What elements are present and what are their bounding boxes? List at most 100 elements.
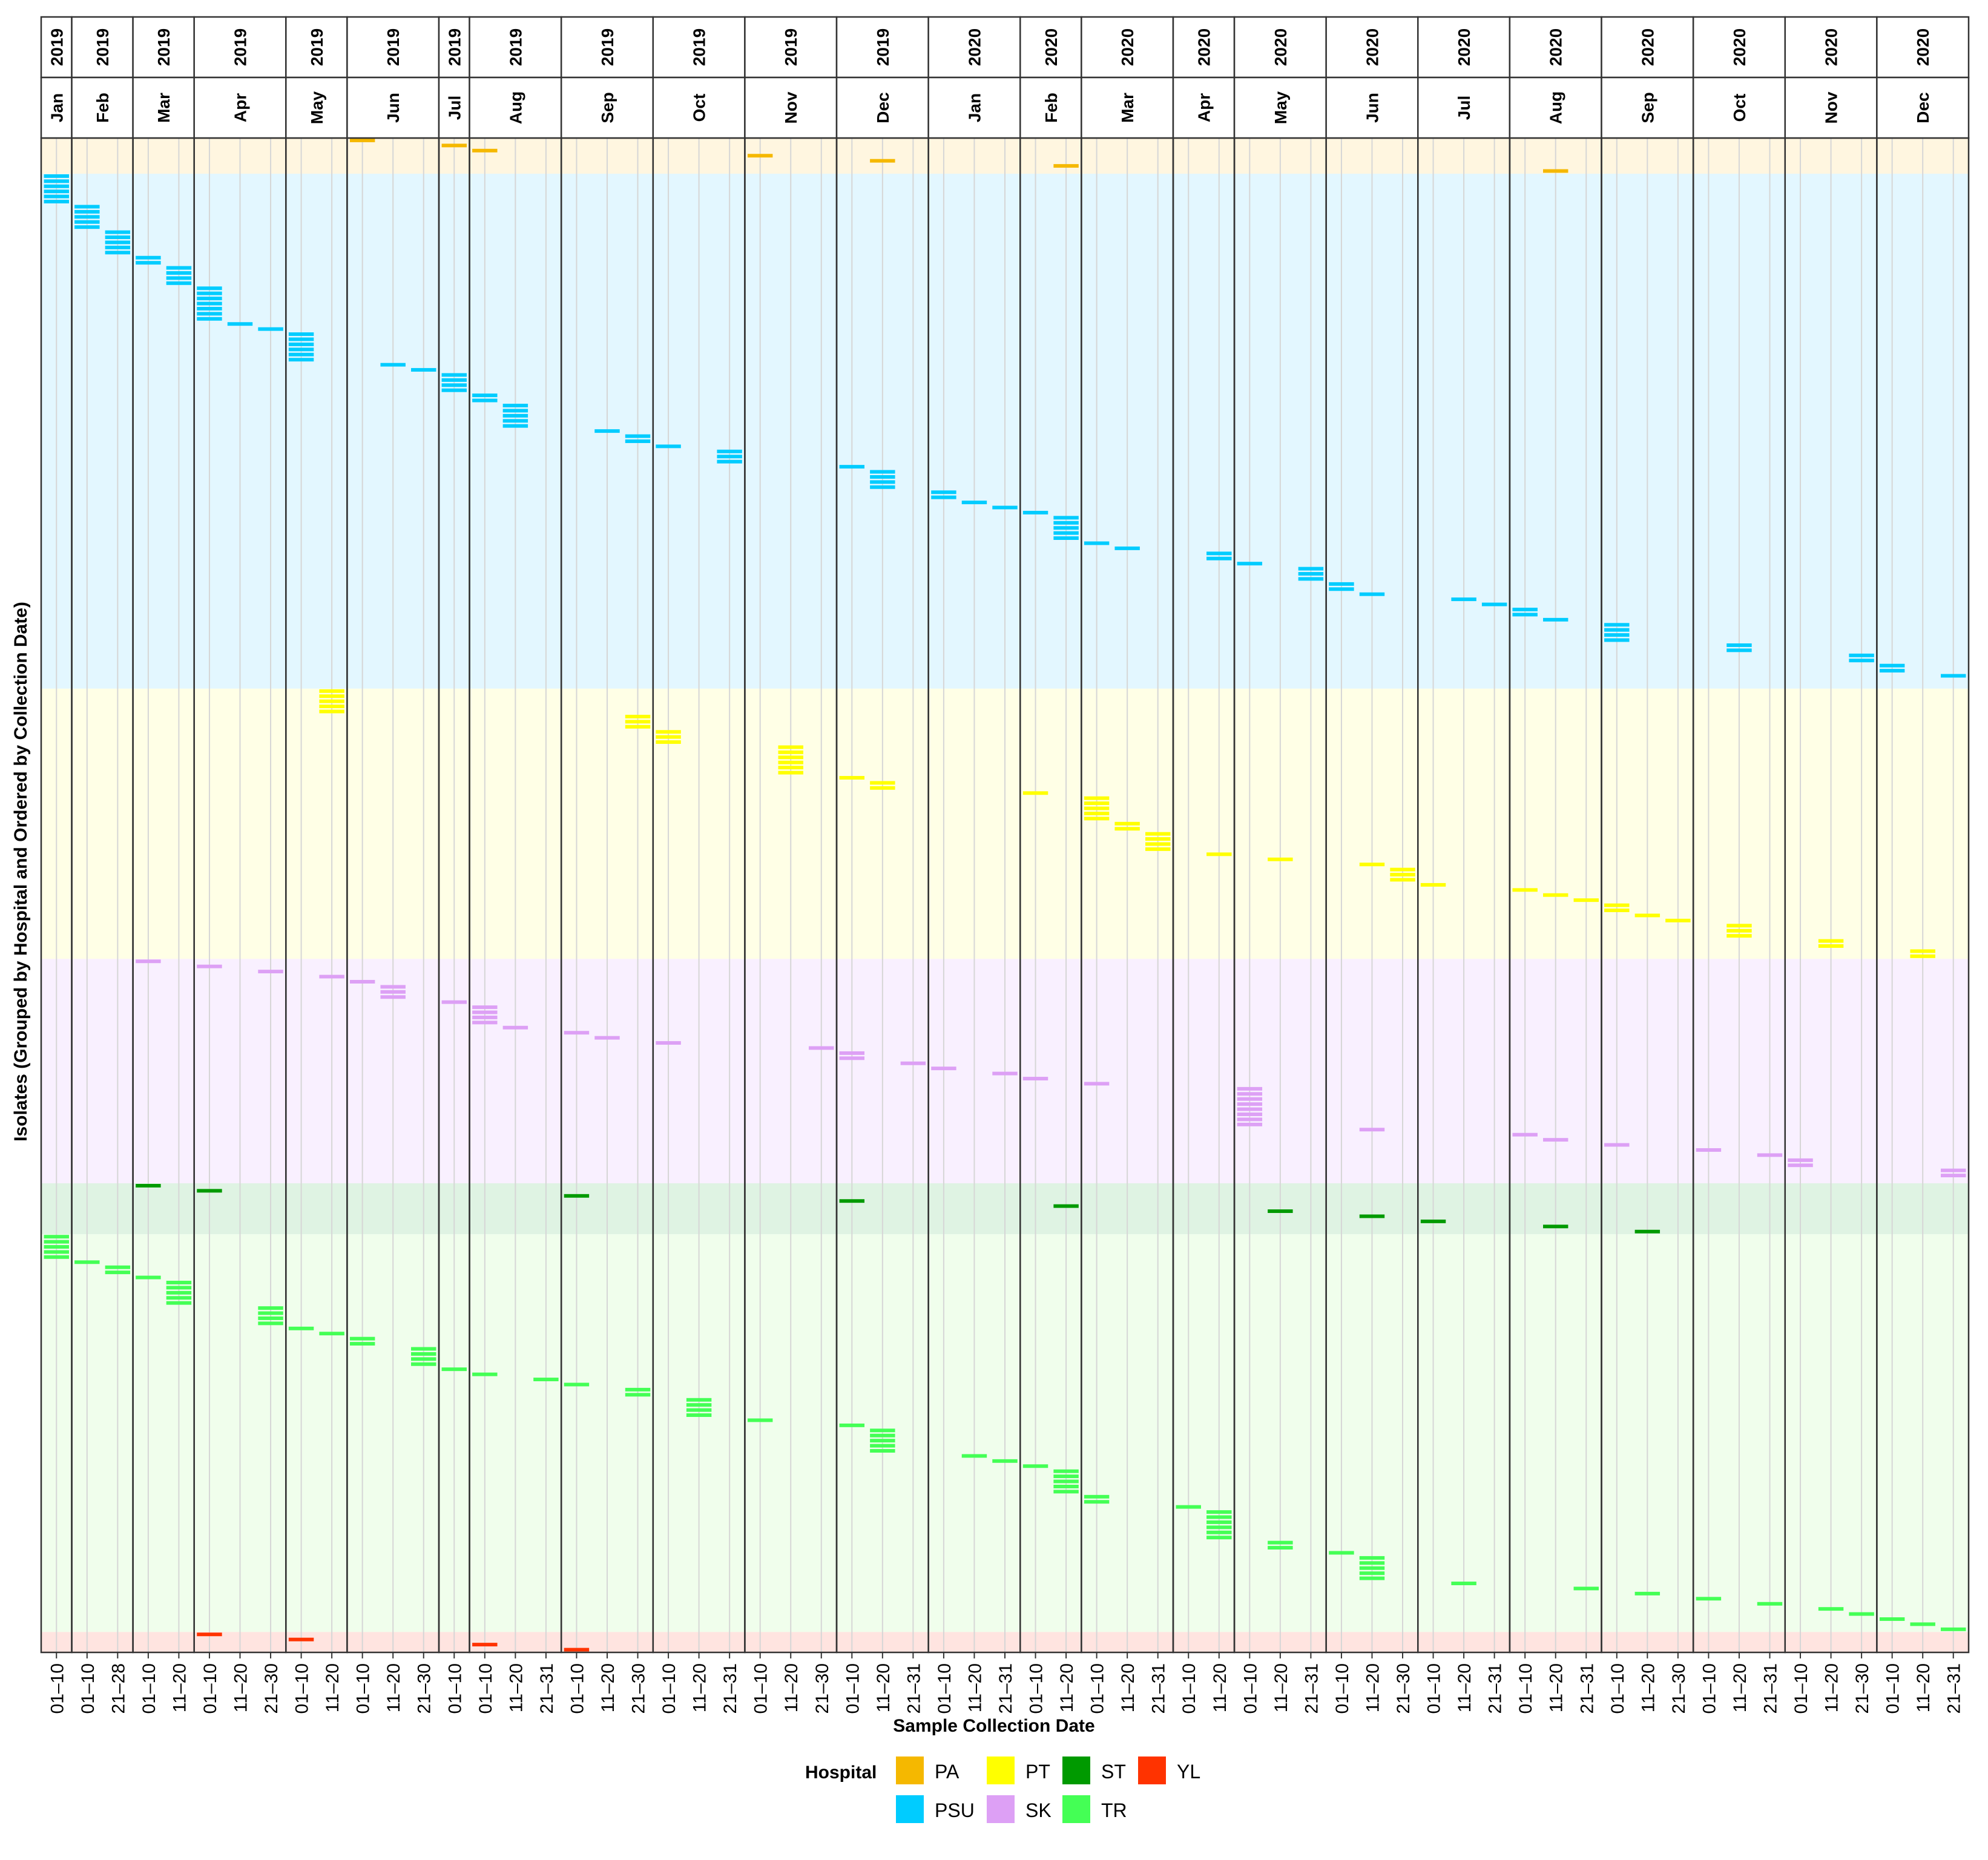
year-strip xyxy=(1019,16,1082,79)
year-label: 2019 xyxy=(506,28,525,66)
isolate-cell-psu xyxy=(441,378,467,382)
isolate-cell-sk xyxy=(380,990,406,994)
isolate-cell-tr xyxy=(411,1347,436,1351)
tick-label: 11–20 xyxy=(231,1663,251,1712)
year-label: 2020 xyxy=(1822,28,1841,66)
tick-label: 01–10 xyxy=(200,1663,220,1714)
isolate-cell-tr xyxy=(686,1408,712,1412)
tick-label: 21–30 xyxy=(1852,1663,1872,1714)
isolate-cell-tr xyxy=(625,1387,651,1392)
tick-label: 01–10 xyxy=(1608,1663,1628,1714)
tick-label: 21–30 xyxy=(1669,1663,1689,1714)
legend: Hospital PA PSU PT SK ST TR YL xyxy=(805,1756,1200,1823)
month-label: Apr xyxy=(1195,93,1214,122)
isolate-cell-pt xyxy=(778,755,803,760)
month-label: Feb xyxy=(1042,93,1061,123)
isolate-cell-psu xyxy=(44,194,69,199)
isolate-cell-sk xyxy=(1237,1112,1263,1116)
isolate-cell-psu xyxy=(288,358,314,362)
tick-label: 01–10 xyxy=(445,1663,465,1714)
isolate-cell-pt xyxy=(1145,847,1171,851)
isolate-cell-psu xyxy=(74,209,100,214)
isolate-cell-tr xyxy=(992,1459,1018,1463)
isolate-cell-sk xyxy=(656,1041,681,1045)
isolate-cell-sk xyxy=(1022,1077,1048,1080)
tick-label: 11–20 xyxy=(170,1663,189,1712)
year-label: 2019 xyxy=(154,28,173,66)
isolate-cell-tr xyxy=(1573,1586,1599,1591)
isolate-cell-pt xyxy=(1145,832,1171,836)
isolate-cell-tr xyxy=(870,1444,895,1448)
isolate-cell-st xyxy=(1420,1219,1446,1223)
tick-label: 11–20 xyxy=(965,1663,985,1712)
legend-key-pa xyxy=(896,1756,924,1784)
tick-label: 21–30 xyxy=(415,1663,435,1714)
tick-label: 21–30 xyxy=(812,1663,832,1714)
month-label: Oct xyxy=(690,94,709,122)
isolate-cell-tr xyxy=(105,1270,131,1275)
year-label: 2020 xyxy=(1730,28,1749,66)
tick-label: 21–31 xyxy=(1486,1663,1506,1714)
isolate-cell-psu xyxy=(839,465,865,469)
isolate-cell-psu xyxy=(105,245,131,249)
isolate-cell-tr xyxy=(1634,1591,1661,1595)
isolate-cell-tr xyxy=(166,1296,192,1300)
isolate-cell-psu xyxy=(74,220,100,224)
month-label: May xyxy=(308,91,326,124)
isolate-cell-tr xyxy=(166,1301,192,1305)
isolate-cell-pa xyxy=(870,159,895,163)
isolate-cell-sk xyxy=(258,970,283,974)
isolate-cell-pt xyxy=(839,776,865,780)
month-label: Jun xyxy=(384,93,403,123)
tick-label: 21–28 xyxy=(108,1663,128,1714)
isolate-cell-tr xyxy=(288,1326,314,1330)
isolate-cell-psu xyxy=(961,501,987,505)
tick-label: 01–10 xyxy=(292,1663,312,1714)
tick-label: 01–10 xyxy=(1332,1663,1352,1714)
tick-label: 11–20 xyxy=(506,1663,526,1712)
isolate-cell-psu xyxy=(870,470,895,474)
isolate-cell-tr xyxy=(870,1433,895,1438)
isolate-cell-pt xyxy=(1665,918,1691,922)
month-label: Oct xyxy=(1730,94,1749,122)
isolate-cell-psu xyxy=(411,368,436,372)
year-label: 2019 xyxy=(690,28,709,66)
isolate-cell-pt xyxy=(1604,903,1630,907)
isolate-cell-st xyxy=(1359,1214,1385,1218)
isolate-cell-st xyxy=(136,1183,161,1188)
year-label: 2020 xyxy=(1042,28,1061,66)
isolate-cell-sk xyxy=(839,1056,865,1060)
year-label: 2020 xyxy=(1547,28,1565,66)
tick-label: 01–10 xyxy=(843,1663,863,1714)
isolate-cell-sk xyxy=(1604,1143,1630,1147)
isolate-cell-tr xyxy=(1359,1561,1385,1565)
isolate-cell-pt xyxy=(656,740,681,744)
isolate-cell-psu xyxy=(441,373,467,377)
isolate-cell-psu xyxy=(1604,633,1630,637)
isolate-cell-pt xyxy=(625,714,651,718)
isolate-cell-psu xyxy=(870,480,895,484)
tick-label: 11–20 xyxy=(1455,1663,1475,1712)
isolate-cell-psu xyxy=(1726,643,1752,647)
isolate-cell-psu xyxy=(197,317,222,321)
isolate-cell-tr xyxy=(1757,1602,1783,1606)
month-label: Feb xyxy=(93,93,112,123)
isolate-cell-pa xyxy=(1053,164,1079,168)
isolate-cell-yl xyxy=(564,1648,590,1652)
isolate-cell-psu xyxy=(1053,531,1079,535)
x-axis-ticks: 01–10 01–10 21–28 01–10 11–20 01–10 11–20 21–30… xyxy=(47,1652,1964,1714)
isolate-cell-psu xyxy=(1512,608,1538,611)
tick-label: 21–31 xyxy=(996,1663,1016,1714)
isolate-cell-tr xyxy=(1176,1505,1201,1509)
isolate-cell-psu xyxy=(105,235,131,239)
isolate-cell-psu xyxy=(992,505,1018,510)
isolate-cell-pt xyxy=(1084,812,1110,815)
isolate-cell-tr xyxy=(870,1428,895,1433)
year-label: 2020 xyxy=(1455,28,1473,66)
tick-label: 21–31 xyxy=(537,1663,557,1714)
tick-label: 11–20 xyxy=(782,1663,801,1712)
tick-label: 21–30 xyxy=(1394,1663,1414,1714)
isolate-cell-sk xyxy=(136,959,161,964)
isolate-cell-psu xyxy=(472,398,498,403)
year-strip xyxy=(1784,16,1878,79)
